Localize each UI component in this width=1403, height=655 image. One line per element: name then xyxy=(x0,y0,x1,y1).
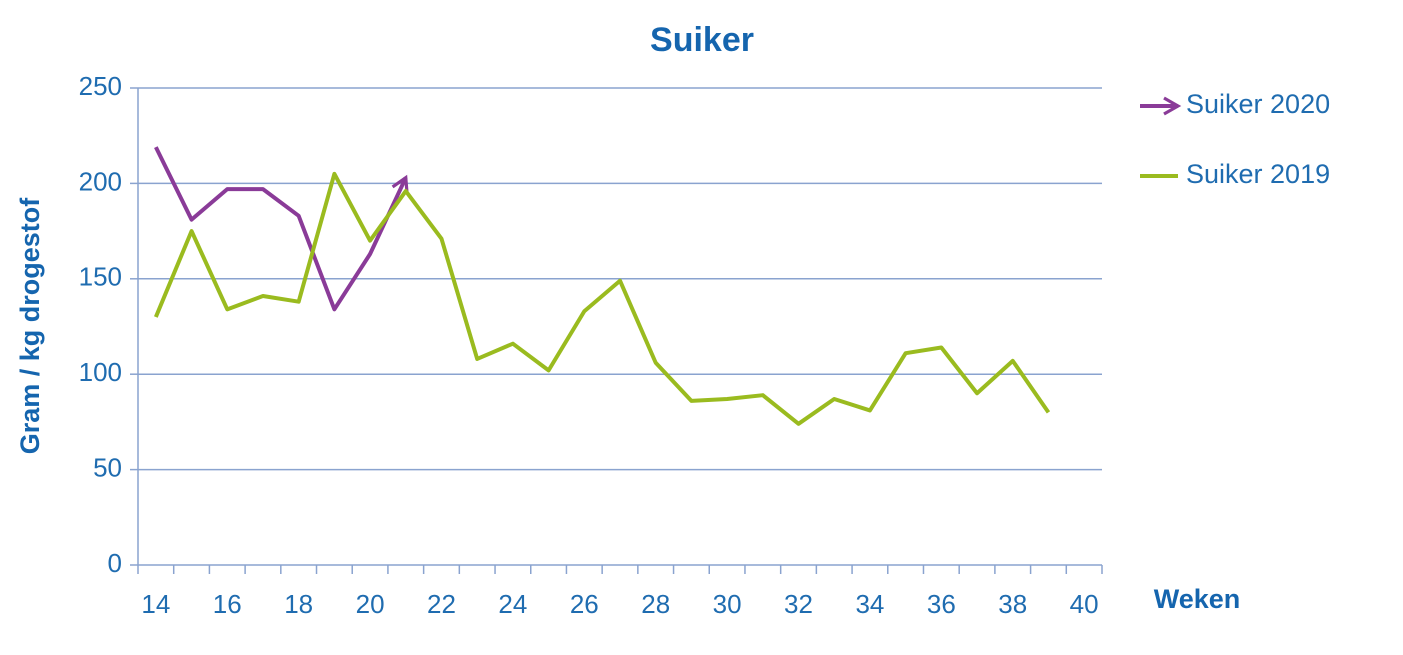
x-tick-label: 28 xyxy=(641,589,670,619)
y-tick-label: 250 xyxy=(79,71,122,101)
x-tick-label: 20 xyxy=(356,589,385,619)
x-tick-label: 34 xyxy=(855,589,884,619)
y-tick-label: 50 xyxy=(93,452,122,482)
x-axis-title: Weken xyxy=(1154,584,1241,614)
chart-title: Suiker xyxy=(650,21,754,59)
x-tick-label: 40 xyxy=(1070,589,1099,619)
x-tick-label: 24 xyxy=(498,589,527,619)
x-tick-label: 16 xyxy=(213,589,242,619)
x-tick-label: 36 xyxy=(927,589,956,619)
legend-label: Suiker 2019 xyxy=(1186,159,1330,189)
series-line xyxy=(154,171,1051,426)
x-tick-label: 32 xyxy=(784,589,813,619)
legend-label: Suiker 2020 xyxy=(1186,89,1330,119)
x-tick-label: 30 xyxy=(713,589,742,619)
x-tick-label: 38 xyxy=(998,589,1027,619)
x-tick-label: 22 xyxy=(427,589,456,619)
y-tick-label: 200 xyxy=(79,166,122,196)
series-line xyxy=(154,146,409,312)
y-tick-label: 150 xyxy=(79,262,122,292)
y-axis-title: Gram / kg drogestof xyxy=(15,197,45,455)
y-tick-label: 0 xyxy=(108,548,122,578)
x-tick-label: 18 xyxy=(284,589,313,619)
x-tick-label: 26 xyxy=(570,589,599,619)
x-tick-label: 14 xyxy=(141,589,170,619)
y-tick-label: 100 xyxy=(79,357,122,387)
